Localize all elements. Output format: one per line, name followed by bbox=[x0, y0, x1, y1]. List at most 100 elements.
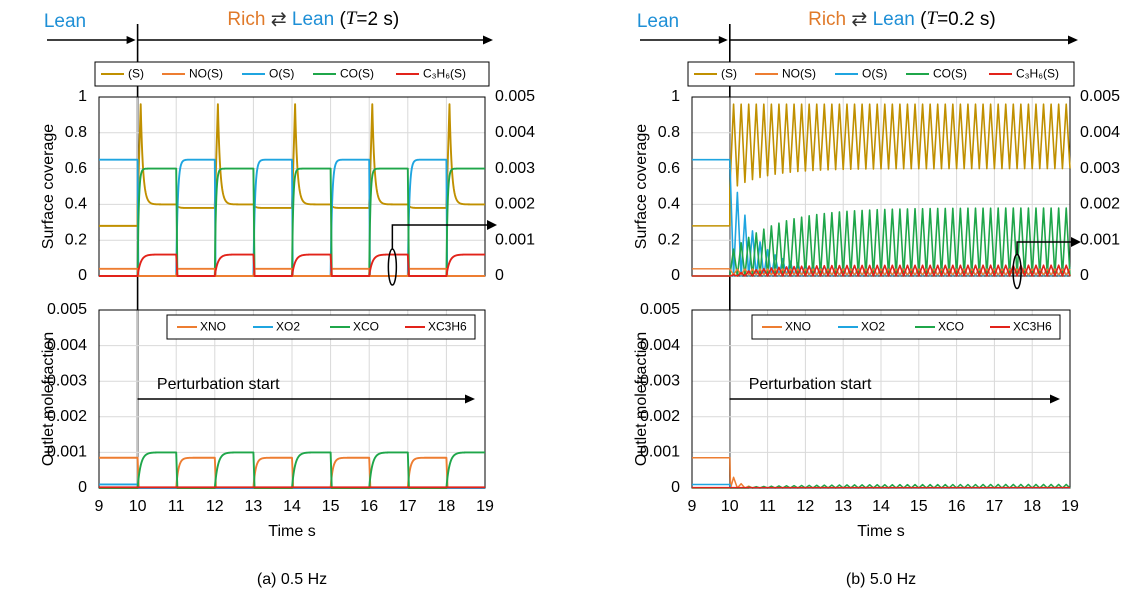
x-tick-label: 13 bbox=[245, 498, 263, 515]
perturbation-start-label: Perturbation start bbox=[749, 376, 872, 393]
x-tick-label: 11 bbox=[759, 498, 776, 515]
coverage-tick-label: 0.8 bbox=[658, 124, 680, 141]
coverage-tick-label: 0.6 bbox=[65, 160, 87, 177]
perturbation-start-label: Perturbation start bbox=[157, 376, 280, 393]
coverage-right-tick-label: 0.001 bbox=[1080, 231, 1120, 248]
x-axis-title: Time s bbox=[268, 523, 315, 540]
series-XNO-line bbox=[99, 456, 485, 489]
phase-period-val: =0.2 s) bbox=[937, 9, 996, 30]
coverage-right-tick-label: 0.005 bbox=[1080, 88, 1120, 105]
coverage-right-tick-label: 0 bbox=[495, 267, 504, 284]
axis-indicator-arrow bbox=[1016, 241, 1073, 255]
legend-label: XNO bbox=[200, 320, 226, 334]
x-tick-label: 11 bbox=[168, 498, 185, 515]
legend-label: O(S) bbox=[862, 67, 887, 81]
coverage-right-tick-label: 0.002 bbox=[495, 196, 535, 213]
coverage-tick-label: 0.6 bbox=[658, 160, 680, 177]
x-tick-label: 15 bbox=[322, 498, 340, 515]
phase-rich: Rich bbox=[227, 9, 265, 30]
outlet-tick-label: 0.002 bbox=[640, 408, 680, 425]
x-tick-label: 12 bbox=[797, 498, 815, 515]
outlet-tick-label: 0.005 bbox=[640, 301, 680, 318]
coverage-tick-label: 0.8 bbox=[65, 124, 87, 141]
outlet-tick-label: 0.004 bbox=[640, 337, 680, 354]
outlet-tick-label: 0.001 bbox=[47, 444, 87, 461]
legend-label: C₃H₆(S) bbox=[1016, 67, 1059, 81]
panel-caption: (a) 0.5 Hz bbox=[257, 571, 327, 588]
x-tick-label: 14 bbox=[872, 498, 890, 515]
x-tick-label: 17 bbox=[986, 498, 1004, 515]
series-C3H6-line bbox=[99, 253, 486, 277]
legend-label: C₃H₆(S) bbox=[423, 67, 466, 81]
x-tick-label: 18 bbox=[1023, 498, 1041, 515]
coverage-tick-label: 0 bbox=[78, 267, 87, 284]
coverage-tick-label: 0.2 bbox=[658, 231, 680, 248]
x-axis-title: Time s bbox=[857, 523, 904, 540]
series-XCO-line bbox=[99, 451, 486, 489]
axis-indicator-arrow bbox=[391, 224, 489, 250]
coverage-right-tick-label: 0.004 bbox=[495, 124, 535, 141]
x-tick-label: 15 bbox=[910, 498, 928, 515]
x-tick-label: 16 bbox=[360, 498, 378, 515]
outlet-tick-label: 0.002 bbox=[47, 408, 87, 425]
lean-phase-arrowhead bbox=[718, 36, 728, 44]
outlet-tick-label: 0.004 bbox=[47, 337, 87, 354]
series-XCO-line bbox=[692, 483, 1071, 489]
legend-label: XNO bbox=[785, 320, 811, 334]
x-tick-label: 19 bbox=[476, 498, 494, 515]
panel-caption: (b) 5.0 Hz bbox=[846, 571, 916, 588]
periodic-phase-arrowhead bbox=[1068, 35, 1078, 45]
lean-label: Lean bbox=[44, 11, 86, 32]
x-tick-label: 9 bbox=[95, 498, 104, 515]
coverage-right-tick-label: 0.002 bbox=[1080, 196, 1120, 213]
phase-arrow: ⇄ bbox=[846, 9, 867, 30]
coverage-right-tick-label: 0.005 bbox=[495, 88, 535, 105]
legend-label: XCO bbox=[353, 320, 379, 334]
lean-phase-arrowhead bbox=[126, 36, 136, 44]
legend-label: XO2 bbox=[276, 320, 300, 334]
outlet-tick-label: 0 bbox=[78, 479, 87, 496]
legend-label: XC3H6 bbox=[1013, 320, 1052, 334]
outlet-axis-title: Outlet molefraction bbox=[633, 332, 650, 466]
coverage-right-tick-label: 0.003 bbox=[1080, 160, 1120, 177]
lean-label: Lean bbox=[637, 11, 679, 32]
coverage-tick-label: 0.4 bbox=[65, 196, 87, 213]
outlet-tick-label: 0.001 bbox=[640, 444, 680, 461]
perturbation-arrowhead bbox=[465, 394, 475, 404]
outlet-tick-label: 0.003 bbox=[640, 372, 680, 389]
x-tick-label: 14 bbox=[283, 498, 301, 515]
phase-period-open: ( bbox=[334, 9, 346, 30]
legend-label: (S) bbox=[128, 67, 144, 81]
coverage-tick-label: 0.2 bbox=[65, 231, 87, 248]
periodic-phase-arrowhead bbox=[483, 35, 493, 45]
coverage-axis-title: Surface coverage bbox=[633, 124, 650, 250]
x-tick-label: 10 bbox=[129, 498, 147, 515]
x-tick-label: 19 bbox=[1061, 498, 1079, 515]
coverage-tick-label: 1 bbox=[78, 88, 87, 105]
coverage-legend bbox=[94, 61, 490, 87]
legend-label: CO(S) bbox=[340, 67, 374, 81]
phase-rich: Rich bbox=[808, 9, 846, 30]
axis-indicator-arrowhead bbox=[1071, 236, 1081, 247]
series-CO-line bbox=[99, 167, 486, 277]
legend-label: CO(S) bbox=[933, 67, 967, 81]
phase-lean2: Lean bbox=[287, 9, 335, 30]
x-tick-label: 13 bbox=[834, 498, 852, 515]
x-tick-label: 9 bbox=[688, 498, 697, 515]
series-S-line bbox=[692, 103, 1071, 227]
outlet-tick-label: 0.005 bbox=[47, 301, 87, 318]
outlet-tick-label: 0 bbox=[671, 479, 680, 496]
phase-period-var: T bbox=[346, 8, 358, 29]
coverage-axis-title: Surface coverage bbox=[40, 124, 57, 250]
legend-label: XCO bbox=[938, 320, 964, 334]
coverage-right-tick-label: 0 bbox=[1080, 267, 1089, 284]
perturbation-arrowhead bbox=[1050, 394, 1060, 404]
series-S-line bbox=[99, 103, 486, 227]
phase-period-val: =2 s) bbox=[356, 9, 399, 30]
outlet-tick-label: 0.003 bbox=[47, 372, 87, 389]
x-tick-label: 17 bbox=[399, 498, 417, 515]
legend-label: (S) bbox=[721, 67, 737, 81]
legend-label: XO2 bbox=[861, 320, 885, 334]
phase-lean2: Lean bbox=[867, 9, 915, 30]
